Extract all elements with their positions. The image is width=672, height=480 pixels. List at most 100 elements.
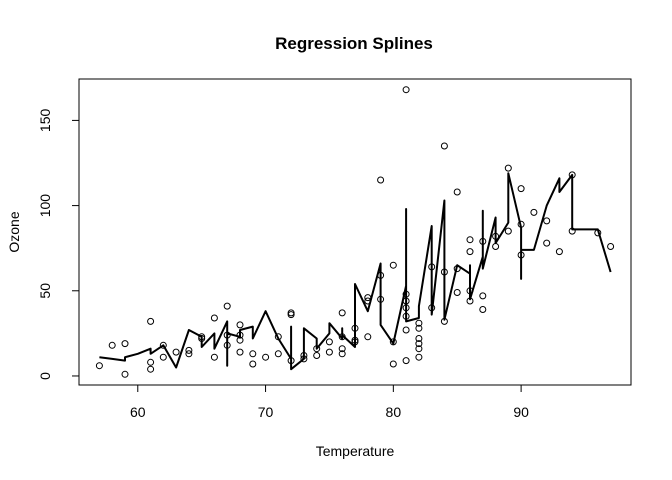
chart-title: Regression Splines	[275, 34, 433, 53]
x-axis-label: Temperature	[316, 443, 395, 459]
data-point	[440, 268, 448, 276]
data-point	[287, 309, 295, 317]
data-point	[453, 289, 461, 296]
data-point	[249, 350, 257, 358]
data-point	[492, 232, 500, 240]
data-point	[453, 188, 461, 196]
data-point	[210, 314, 218, 322]
data-point	[210, 353, 218, 361]
data-point	[236, 336, 244, 344]
data-point	[108, 341, 116, 349]
data-point	[300, 352, 308, 359]
data-point	[415, 353, 423, 361]
data-point	[338, 345, 346, 353]
data-point	[402, 290, 410, 298]
x-tick-label: 90	[513, 404, 529, 420]
data-point	[440, 317, 448, 325]
data-point	[377, 271, 385, 279]
data-point	[172, 348, 180, 356]
data-point	[364, 333, 372, 341]
data-point	[313, 352, 321, 359]
data-point	[338, 309, 346, 317]
data-point	[262, 353, 270, 361]
data-point	[517, 185, 525, 193]
data-point	[492, 243, 500, 250]
data-point	[428, 263, 436, 271]
data-point	[389, 360, 397, 368]
data-point	[555, 248, 563, 256]
data-point	[517, 251, 525, 259]
data-point	[415, 335, 423, 342]
data-point	[453, 265, 461, 273]
data-point	[466, 236, 474, 244]
data-point	[185, 346, 193, 354]
data-point	[147, 365, 155, 373]
data-point	[325, 348, 333, 356]
data-point	[415, 319, 423, 327]
data-point	[249, 360, 257, 368]
data-point	[159, 353, 167, 361]
data-point	[530, 208, 538, 216]
data-point	[377, 295, 385, 303]
data-point	[504, 164, 512, 172]
data-point	[543, 239, 551, 247]
data-point	[147, 358, 155, 366]
data-point	[543, 217, 551, 225]
data-point	[121, 340, 129, 348]
y-tick-label: 0	[37, 372, 53, 380]
data-point	[274, 333, 282, 341]
data-point	[466, 287, 474, 295]
y-tick-label: 150	[37, 109, 53, 133]
data-point	[300, 355, 308, 363]
data-point	[147, 317, 155, 325]
data-point	[236, 321, 244, 329]
x-tick-label: 60	[130, 404, 146, 420]
data-point	[568, 227, 576, 235]
data-point	[428, 304, 436, 312]
data-point	[440, 142, 448, 150]
data-point	[402, 86, 410, 94]
data-point	[351, 338, 359, 346]
data-point	[185, 350, 193, 358]
spline-fit-line	[99, 172, 612, 371]
data-point	[223, 341, 231, 349]
data-points	[95, 86, 615, 378]
data-point	[389, 261, 397, 269]
data-point	[415, 324, 423, 332]
data-point	[415, 345, 423, 353]
x-axis: 60 70 80 90	[130, 384, 529, 420]
data-point	[313, 345, 321, 353]
data-point	[364, 297, 372, 305]
data-point	[338, 333, 346, 341]
data-point	[466, 297, 474, 305]
data-point	[325, 338, 333, 346]
x-tick-label: 70	[258, 404, 274, 420]
data-point	[159, 341, 167, 349]
data-point	[517, 220, 525, 228]
data-point	[198, 333, 206, 341]
data-point	[402, 326, 410, 334]
y-tick-label: 50	[37, 283, 53, 299]
data-point	[223, 331, 231, 339]
data-point	[389, 338, 397, 346]
data-point	[415, 340, 423, 348]
y-axis: 0 50 100 150	[37, 109, 80, 380]
data-point	[236, 348, 244, 356]
data-point	[402, 357, 410, 365]
data-point	[364, 294, 372, 302]
data-point	[594, 229, 602, 237]
data-point	[568, 171, 576, 179]
data-point	[402, 304, 410, 312]
data-point	[402, 297, 410, 305]
data-point	[607, 243, 615, 250]
data-point	[377, 176, 385, 184]
data-point	[504, 227, 512, 235]
data-point	[121, 370, 129, 378]
data-point	[338, 350, 346, 358]
data-point	[402, 312, 410, 320]
y-axis-label: Ozone	[6, 211, 22, 252]
data-point	[287, 357, 295, 365]
data-point	[95, 362, 103, 370]
data-point	[479, 237, 487, 245]
